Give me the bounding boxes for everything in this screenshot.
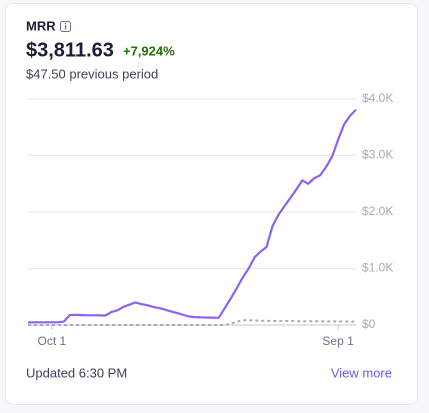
info-icon[interactable] <box>60 21 71 32</box>
metric-value: $3,811.63 <box>26 39 114 61</box>
y-tick-label: $3.0K <box>362 148 393 162</box>
x-tick-label: Oct 1 <box>38 334 67 348</box>
y-tick-label: $0 <box>362 317 376 331</box>
updated-time: Updated 6:30 PM <box>26 365 127 380</box>
y-tick-label: $1.0K <box>362 261 393 275</box>
series-line <box>28 108 357 324</box>
view-more-link[interactable]: View more <box>331 365 392 380</box>
x-tick-label: Sep 1 <box>322 334 354 348</box>
previous-period: $47.50 previous period <box>26 66 158 81</box>
card-background <box>5 3 418 405</box>
y-tick-label: $2.0K <box>362 204 393 218</box>
y-tick-label: $4.0K <box>362 91 393 105</box>
metric-title: MRR <box>26 18 56 33</box>
metric-change: +7,924% <box>123 43 175 58</box>
series-line <box>28 319 356 326</box>
